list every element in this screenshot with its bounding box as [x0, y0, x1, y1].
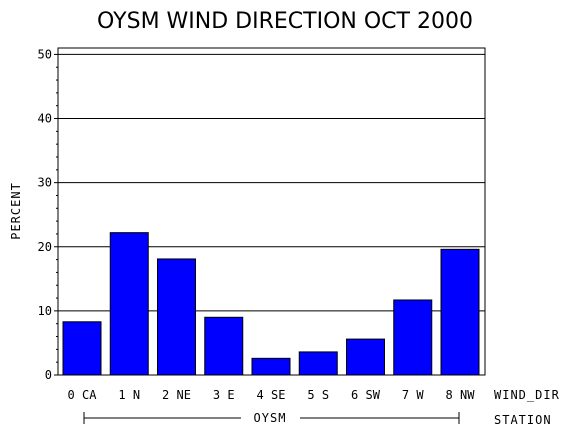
y-axis-label: PERCENT — [9, 182, 23, 240]
bar-2-ne — [157, 258, 196, 376]
bar-4-se — [251, 357, 291, 376]
x-tick-label: 4 SE — [257, 388, 286, 402]
x-tick-label: 0 CA — [68, 388, 98, 402]
y-minor-ticks — [56, 66, 58, 363]
bars — [62, 232, 480, 376]
bar-8-nw — [440, 248, 480, 376]
y-tick-label: 40 — [38, 112, 52, 126]
bar-0-ca — [62, 321, 102, 376]
bar-1-n — [109, 232, 149, 376]
y-tick-label: 0 — [45, 368, 52, 382]
y-tick-label: 30 — [38, 176, 52, 190]
x-tick-label: 7 W — [402, 388, 424, 402]
y-tick-label: 10 — [38, 304, 52, 318]
bar-7-w — [393, 299, 433, 376]
x-tick-label: 3 E — [213, 388, 235, 402]
x-tick-label: 1 N — [118, 388, 140, 402]
x-tick-label: 6 SW — [351, 388, 381, 402]
bar-5-s — [298, 351, 338, 376]
y-tick-label: 20 — [38, 240, 52, 254]
y-tick-label: 50 — [38, 47, 52, 61]
x-tick-label: 8 NW — [446, 388, 476, 402]
station-axis-label: STATION — [494, 413, 552, 427]
bar-3-e — [204, 316, 244, 376]
x-tick-labels: 0 CA 1 N 2 NE 3 E 4 SE 5 S 6 SW 7 W 8 NW — [68, 388, 476, 402]
x-tick-label: 5 S — [307, 388, 329, 402]
bar-6-sw — [346, 338, 385, 376]
chart-title: OYSM WIND DIRECTION OCT 2000 — [97, 9, 473, 34]
y-tick-labels: 0 10 20 30 40 50 — [38, 47, 58, 382]
x-tick-label: 2 NE — [162, 388, 191, 402]
station-group-bracket — [83, 412, 460, 424]
x-axis-label: WIND_DIR — [494, 388, 560, 402]
station-group-label: OYSM — [254, 411, 287, 425]
